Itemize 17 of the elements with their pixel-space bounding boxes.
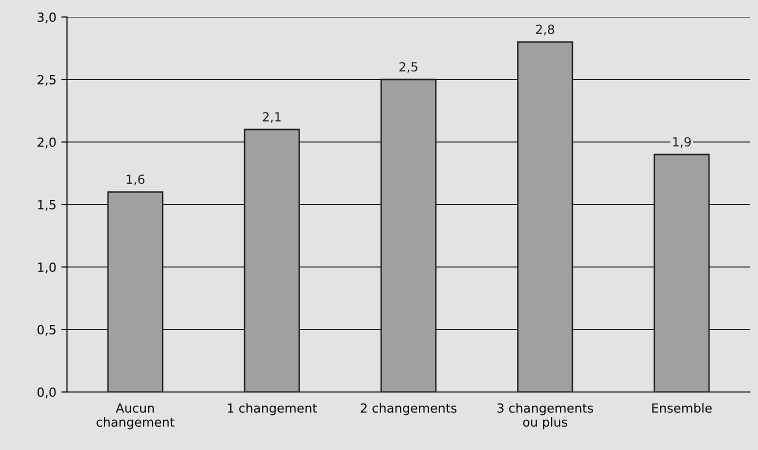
y-tick-label: 0,0 xyxy=(38,387,56,398)
x-tick-label: 2 changements xyxy=(360,403,456,416)
y-tick-label: 3,0 xyxy=(38,12,56,24)
x-tick-label: Aucun changement xyxy=(96,403,174,430)
data-label: 2,8 xyxy=(536,24,554,36)
x-tick-label: 1 changement xyxy=(228,403,317,416)
x-tick-label: 3 changements ou plus xyxy=(497,403,594,430)
y-tick-label: 1,5 xyxy=(38,200,56,211)
data-label: 2,5 xyxy=(399,62,418,73)
y-tick-label: 1,0 xyxy=(38,262,56,274)
x-tick-label: Ensemble xyxy=(652,403,712,413)
data-label: 1,6 xyxy=(126,174,144,186)
y-tick-label: 2,5 xyxy=(38,74,56,86)
data-label: 1,9 xyxy=(673,137,691,148)
y-tick-label: 2,0 xyxy=(38,137,56,148)
y-tick-label: 0,5 xyxy=(38,324,56,336)
data-label: 2,1 xyxy=(262,112,281,123)
